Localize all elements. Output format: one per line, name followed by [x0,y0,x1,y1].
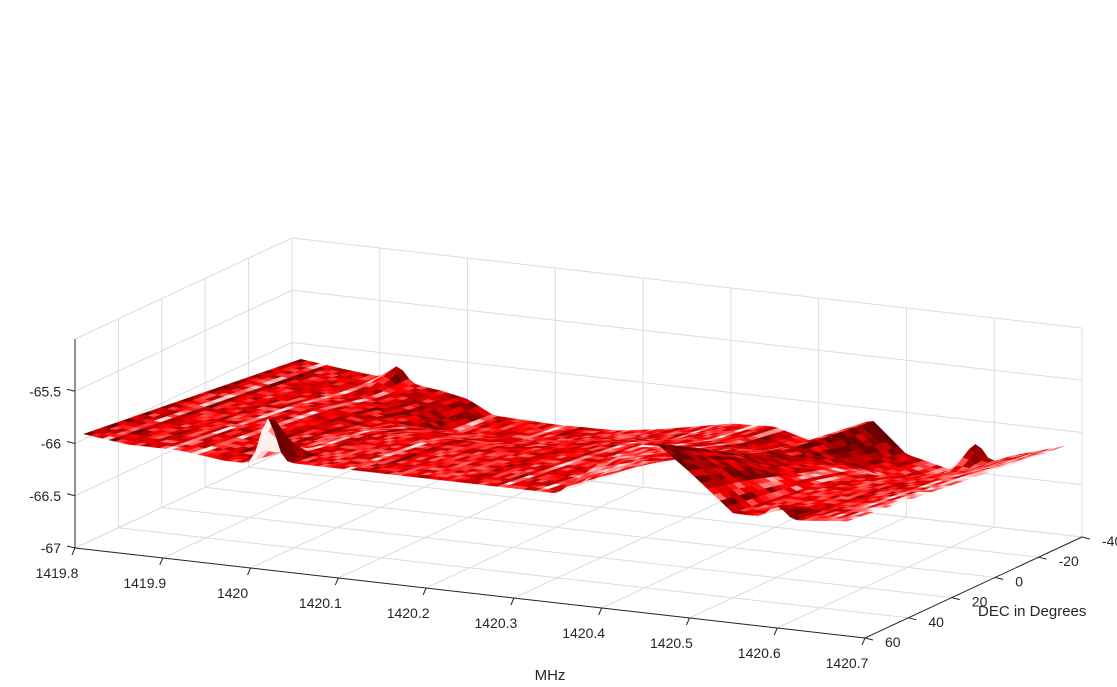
grid-y-floor [118,527,909,619]
x-tick-label: 1420.5 [650,635,693,651]
x-tick-label: 1420 [217,585,248,601]
grid-top-side [74,237,293,340]
y-tick-mark [951,597,960,601]
y-tick-mark [908,617,917,621]
y-tick-label: -20 [1059,553,1079,569]
x-axis-label: MHz [535,667,566,684]
x-tick-label: 1419.8 [36,565,79,581]
y-tick-label: 60 [885,634,901,650]
x-axis-line [74,547,866,639]
z-tick-label: -65.5 [29,383,61,399]
x-tick-mark [71,547,76,556]
x-tick-mark [685,617,690,626]
grid-y-floor [248,466,1039,558]
x-tick-label: 1420.2 [387,605,430,621]
x-tick-mark [773,627,778,636]
x-tick-mark [247,567,252,576]
grid-y-floor [205,486,996,578]
x-tick-label: 1420.1 [299,595,342,611]
grid-x-floor [338,476,556,579]
y-tick-label: 0 [1015,573,1023,589]
z-tick-mark [66,493,76,497]
z-tick-label: -66 [41,436,61,452]
grid-y-floor [161,507,952,599]
x-tick-mark [422,587,427,596]
y-tick-mark [1081,536,1091,540]
x-tick-mark [861,637,866,646]
y-tick-label: -40 [1102,533,1117,549]
x-tick-label: 1420.3 [474,615,517,631]
grid-z-side [74,446,293,549]
grid-z-back [291,342,1083,433]
z-tick-mark [66,545,76,549]
surface-mesh [83,358,1065,522]
grid-x-floor [425,486,644,589]
x-tick-label: 1420.6 [738,645,781,661]
y-axis-label: DEC in Degrees [978,603,1086,620]
x-tick-mark [510,597,515,606]
grid-x-floor [250,466,468,569]
grid-x-floor [513,496,732,599]
y-tick-mark [995,576,1004,580]
y-axis-line [864,536,1083,639]
grid-x-floor [162,456,380,559]
grid-x-floor [689,516,907,619]
z-tick-mark [66,441,76,444]
grid-z-side [74,289,293,392]
grid-x-floor [777,526,995,629]
y-tick-mark [864,637,874,641]
grid-x-floor [601,506,819,609]
x-tick-mark [334,577,339,586]
grid-z-back [291,289,1083,381]
x-tick-label: 1420.7 [826,655,869,671]
grid-top-back [291,237,1083,329]
x-tick-mark [598,607,603,616]
z-tick-label: -67 [41,540,61,556]
z-tick-mark [66,388,76,392]
y-tick-label: 40 [928,614,944,630]
x-tick-mark [159,557,164,566]
x-tick-label: 1420.4 [562,625,605,641]
z-tick-label: -66.5 [29,488,61,504]
x-tick-label: 1419.9 [123,575,166,591]
y-tick-mark [1038,556,1047,560]
